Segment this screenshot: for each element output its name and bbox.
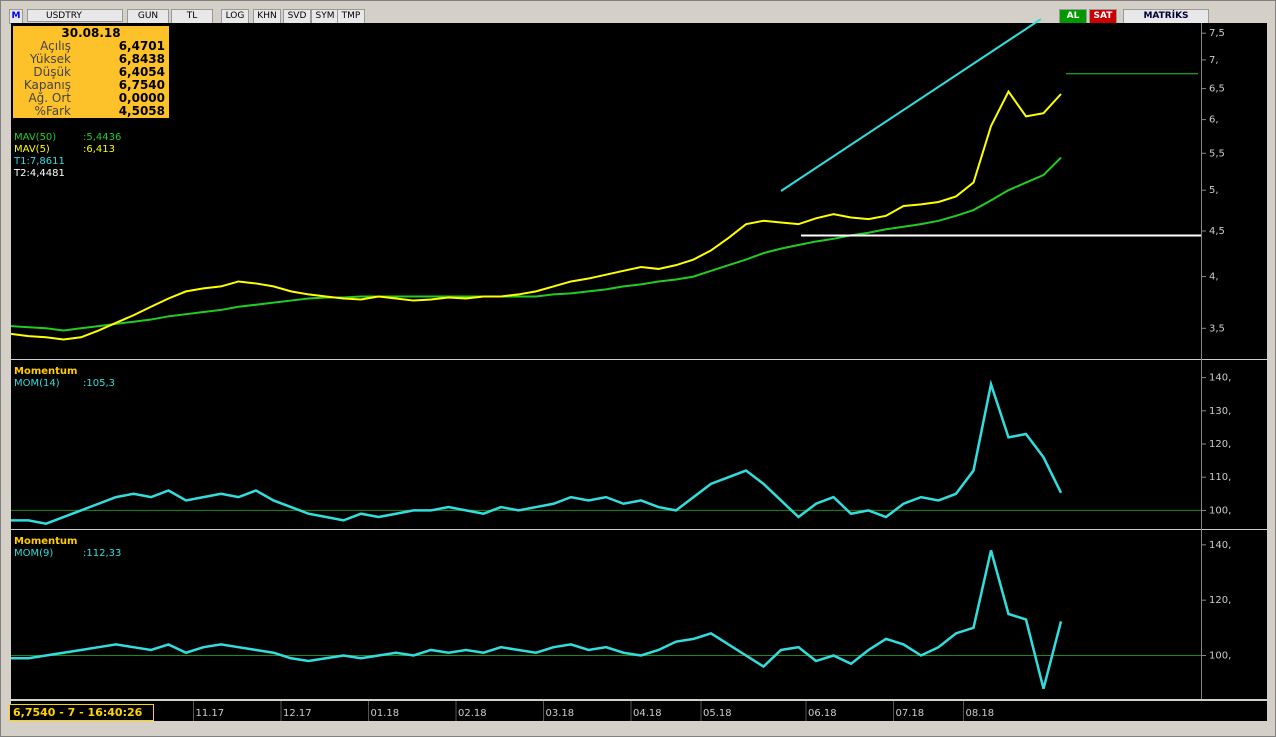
x-tick-label: 06.18 [808,708,837,719]
trendline-label: T2:4,4481 [13,168,65,179]
y-tick-label: 4,5 [1209,226,1225,237]
info-row: Yüksek 6,8438 [13,53,169,66]
x-tick-label: 08.18 [966,708,995,719]
info-row: Kapanış 6,7540 [13,79,169,92]
panel-title: Momentum [14,536,77,547]
info-box: 30.08.18 Açılış 6,4701 Yüksek 6,8438 Düşük 6,… [13,26,169,118]
series-line [11,379,1063,525]
x-tick-label: 03.18 [546,708,575,719]
y-tick-label: 120, [1209,439,1231,450]
x-tick-label: 01.18 [371,708,400,719]
legend-name: MAV(5) [14,144,50,155]
info-value: 6,7540 [118,78,165,92]
legend-name: MAV(50) [14,132,56,143]
info-row: Açılış 6,4701 [13,40,169,53]
info-value: 6,8438 [118,52,165,66]
x-tick-label: 02.18 [458,708,487,719]
y-tick-label: 100, [1209,505,1231,516]
y-tick-label: 6,5 [1209,84,1225,95]
y-tick-label: 130, [1209,406,1231,417]
info-value: 4,5058 [118,104,165,118]
x-tick-label: 12.17 [283,708,312,719]
status: 6,7540 - 7 - 16:40:26 [9,704,154,721]
info-date: 30.08.18 [61,26,121,40]
x-axis-bar [11,701,1267,721]
info-label: Ağ. Ort [28,91,71,105]
y-tick-label: 120, [1209,595,1231,606]
x-tick-label: 04.18 [633,708,662,719]
series-line [11,550,1063,690]
y-tick-label: 100, [1209,651,1231,662]
y-tick-label: 140, [1209,373,1231,384]
y-tick-label: 140, [1209,540,1231,551]
chart-background [11,23,1267,699]
chart: 3,5 4, 4,5 5, 5,5 6, 6,5 7, 7,5 11.17 12.17 01.18 02… [10,18,1267,721]
trendline-t1 [780,18,1042,192]
info-label: Yüksek [29,52,71,66]
y-tick-label: 7,5 [1209,28,1225,39]
info-label: Kapanış [23,78,71,92]
y-tick-label: 5, [1209,185,1219,196]
y-tick-label: 3,5 [1209,323,1225,334]
info-label: Açılış [40,39,71,53]
y-tick-label: 7, [1209,55,1219,66]
x-tick-label: 07.18 [896,708,925,719]
x-tick-label: 05.18 [703,708,732,719]
legend-name: MOM(9) [14,548,53,559]
legend-value: :5,4436 [83,132,121,143]
legend-name: MOM(14) [14,378,60,389]
info-value: 6,4701 [118,39,165,53]
symbol[interactable]: USDTRY [27,9,123,22]
legend-value: :105,3 [83,378,115,389]
series-line [10,89,1062,341]
info-value: 6,4054 [118,65,165,79]
y-tick-label: 4, [1209,272,1219,283]
info-label: Düşük [33,65,71,79]
y-tick-label: 6, [1209,115,1219,126]
series-line [10,156,1062,332]
y-tick-label: 110, [1209,472,1231,483]
legend-value: :6,413 [83,144,115,155]
info-row: Düşük 6,4054 [13,66,169,79]
info-row: %Fark 4,5058 [13,105,169,118]
y-tick-label: 5,5 [1209,148,1225,159]
toolbar-button[interactable]: TMP [337,9,365,24]
x-tick-label: 11.17 [196,708,225,719]
info-row: Ağ. Ort 0,0000 [13,92,169,105]
info-label: %Fark [34,104,71,118]
trendline-label: T1:7,8611 [13,156,65,167]
panel-title: Momentum [14,366,77,377]
info-value: 0,0000 [118,91,165,105]
legend-value: :112,33 [83,548,121,559]
